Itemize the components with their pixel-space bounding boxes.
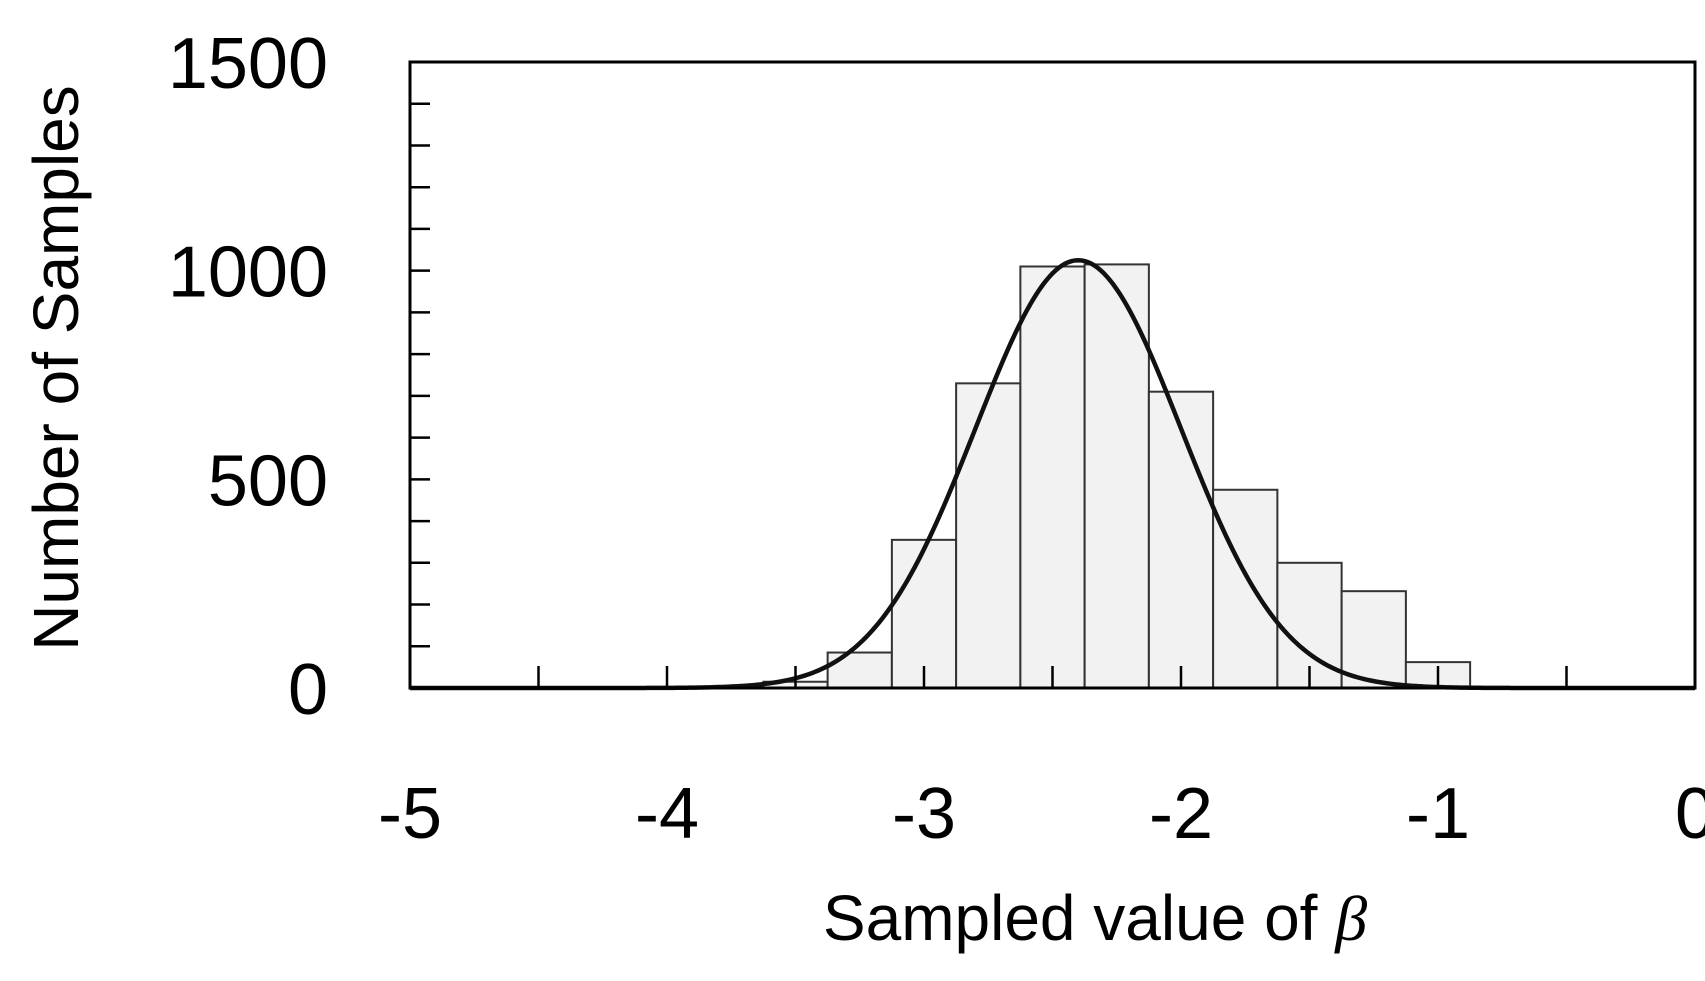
ticks-layer: [408, 60, 1697, 690]
histogram-bar: [1147, 390, 1215, 689]
x-tick-label: -4: [635, 774, 699, 854]
bars-layer: [762, 263, 1472, 690]
histogram-bar: [890, 538, 958, 690]
x-tick-label: -2: [1149, 774, 1213, 854]
histogram-bar: [1340, 590, 1407, 689]
x-tick-label: -5: [378, 774, 442, 854]
tick-labels-layer: -5 -4 -3 -2 -1 0 0 500 1000 1500: [168, 24, 1705, 854]
y-tick-label: 1500: [168, 24, 328, 104]
x-tick-label: -1: [1406, 774, 1470, 854]
y-tick-label: 500: [208, 441, 328, 521]
histogram-bar: [1019, 265, 1086, 689]
y-axis-title: Number of Samples: [20, 85, 92, 651]
x-tick-label: -3: [892, 774, 956, 854]
y-tick-label: 1000: [168, 233, 328, 313]
x-axis-title: Sampled value of β: [823, 882, 1367, 954]
histogram-bar: [955, 382, 1022, 689]
histogram-bar: [1212, 488, 1279, 689]
x-tick-label: 0: [1675, 774, 1705, 854]
x-axis-title-text: Sampled value of: [823, 882, 1335, 954]
histogram-bar: [826, 651, 893, 690]
y-tick-label: 0: [288, 650, 328, 730]
beta-symbol: β: [1333, 883, 1367, 954]
